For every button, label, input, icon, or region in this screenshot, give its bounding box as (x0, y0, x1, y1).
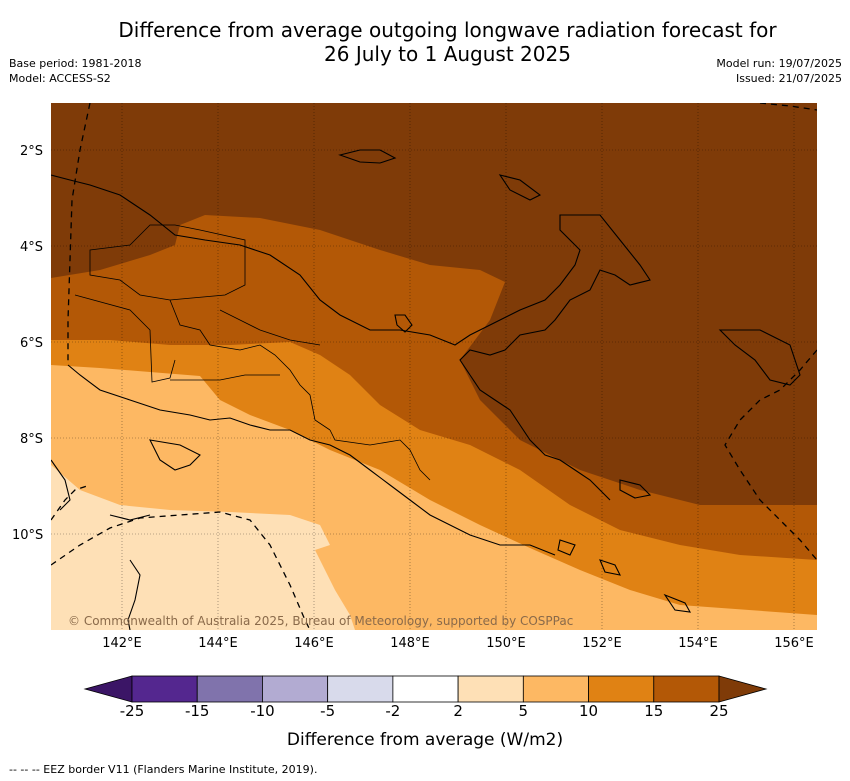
colorbar-max-extend (718, 675, 768, 703)
colorbar-segment (653, 675, 720, 703)
model-info: Base period: 1981-2018 Model: ACCESS-S2 (9, 56, 141, 86)
colorbar-segment (392, 675, 459, 703)
lon-tick-148E: 148°E (390, 636, 430, 651)
lon-tick-150E: 150°E (486, 636, 526, 651)
lon-tick-142E: 142°E (102, 636, 142, 651)
colorbar-title: Difference from average (W/m2) (286, 730, 564, 750)
boundaries (74, 224, 431, 481)
issued-date: Issued: 21/07/2025 (735, 72, 842, 85)
colorbar-segment (327, 675, 394, 703)
band-2-5 (51, 465, 355, 630)
lon-tick-156E: 156°E (774, 636, 814, 651)
lat-tick-6S: 6°S (20, 336, 44, 351)
colorbar-tick-label: -2 (385, 702, 401, 720)
coastlines (51, 149, 801, 630)
model-run: Model run: 19/07/2025 (716, 57, 842, 70)
lat-tick-2S: 2°S (20, 144, 44, 159)
lon-tick-144E: 144°E (198, 636, 238, 651)
model-name: Model: ACCESS-S2 (9, 72, 111, 85)
title-line-2: 26 July to 1 August 2025 (324, 42, 571, 66)
colorbar-segment (262, 675, 329, 703)
colorbar (83, 675, 768, 703)
colorbar-segment (588, 675, 655, 703)
lat-tick-4S: 4°S (20, 240, 44, 255)
colorbar-tick-label: 2 (453, 702, 463, 720)
colorbar-tick-label: -15 (184, 702, 210, 720)
lat-tick-8S: 8°S (20, 432, 44, 447)
colorbar-tick-label: 15 (644, 702, 664, 720)
title-line-1: Difference from average outgoing longwav… (118, 18, 777, 42)
graticule (51, 103, 817, 630)
map-title: Difference from average outgoing longwav… (0, 18, 850, 66)
colorbar-tick-label: -10 (250, 702, 275, 720)
colorbar-segment (131, 675, 198, 703)
eez-border (51, 103, 817, 630)
colorbar-segment (457, 675, 524, 703)
colorbar-segment (196, 675, 263, 703)
colorbar-tick-label: 25 (709, 702, 729, 720)
colorbar-tick-label: 5 (518, 702, 529, 720)
colorbar-tick-label: -25 (119, 702, 145, 720)
anomaly-field (51, 103, 817, 630)
run-info: Model run: 19/07/2025 Issued: 21/07/2025 (716, 56, 842, 86)
colorbar-tick-label: 10 (579, 702, 599, 720)
eez-footnote: -- -- -- EEZ border V11 (Flanders Marine… (9, 763, 318, 776)
base-period: Base period: 1981-2018 (9, 57, 142, 70)
lat-tick-10S: 10°S (12, 528, 44, 543)
lon-tick-154E: 154°E (678, 636, 718, 651)
colorbar-segment (522, 675, 589, 703)
copyright-notice: © Commonwealth of Australia 2025, Bureau… (68, 614, 574, 628)
lon-tick-146E: 146°E (294, 636, 334, 651)
colorbar-min-extend (83, 675, 133, 703)
colorbar-tick-label: -5 (320, 702, 336, 720)
lon-tick-152E: 152°E (582, 636, 622, 651)
